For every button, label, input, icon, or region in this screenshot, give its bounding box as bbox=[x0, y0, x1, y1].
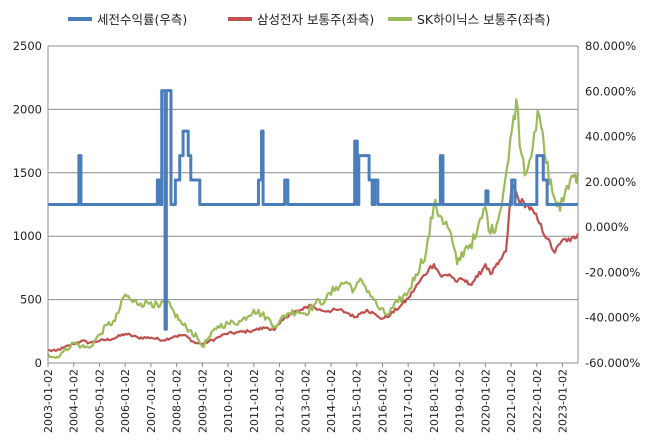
x-tick-label: 2016-01-02 bbox=[376, 369, 389, 433]
y-right-tick-label: -40.000% bbox=[585, 311, 640, 325]
y-right-tick-label: 40.000% bbox=[585, 130, 636, 144]
x-tick-label: 2021-01-02 bbox=[505, 369, 518, 433]
y-right-tick-label: -60.000% bbox=[585, 356, 640, 370]
x-tick-label: 2007-01-02 bbox=[145, 369, 158, 433]
x-tick-label: 2012-01-02 bbox=[274, 369, 287, 433]
y-right-tick-label: 0.000% bbox=[585, 220, 629, 234]
x-tick-label: 2020-01-02 bbox=[479, 369, 492, 433]
y-left-tick-label: 1500 bbox=[13, 166, 42, 180]
x-tick-label: 2017-01-02 bbox=[402, 369, 415, 433]
x-tick-label: 2019-01-02 bbox=[454, 369, 467, 433]
x-tick-label: 2014-01-02 bbox=[325, 369, 338, 433]
x-tick-label: 2023-01-02 bbox=[557, 369, 570, 433]
x-tick-label: 2003-01-02 bbox=[42, 369, 55, 433]
x-tick-label: 2018-01-02 bbox=[428, 369, 441, 433]
legend-label: 세전수익률(우측) bbox=[97, 12, 187, 27]
x-tick-label: 2010-01-02 bbox=[222, 369, 235, 433]
y-left-tick-label: 2500 bbox=[13, 39, 42, 53]
x-tick-label: 2008-01-02 bbox=[171, 369, 184, 433]
x-tick-label: 2006-01-02 bbox=[119, 369, 132, 433]
x-tick-label: 2005-01-02 bbox=[93, 369, 106, 433]
legend-label: 삼성전자 보통주(좌측) bbox=[257, 12, 374, 27]
x-tick-label: 2011-01-02 bbox=[248, 369, 261, 433]
y-right-tick-label: 80.000% bbox=[585, 39, 636, 53]
x-tick-label: 2015-01-02 bbox=[351, 369, 364, 433]
y-left-tick-label: 0 bbox=[35, 356, 42, 370]
legend-label: SK하이닉스 보통주(좌측) bbox=[417, 12, 550, 27]
x-tick-label: 2013-01-02 bbox=[299, 369, 312, 433]
y-right-tick-label: 60.000% bbox=[585, 84, 636, 98]
series-line-2 bbox=[47, 98, 580, 360]
x-tick-label: 2009-01-02 bbox=[196, 369, 209, 433]
y-left-tick-label: 1000 bbox=[13, 229, 42, 243]
y-left-tick-label: 2000 bbox=[13, 102, 42, 116]
y-left-tick-label: 500 bbox=[20, 293, 42, 307]
x-tick-label: 2004-01-02 bbox=[68, 369, 81, 433]
y-right-tick-label: 20.000% bbox=[585, 175, 636, 189]
x-tick-label: 2022-01-02 bbox=[531, 369, 544, 433]
series-line-0 bbox=[48, 89, 578, 331]
y-right-tick-label: -20.000% bbox=[585, 265, 640, 279]
